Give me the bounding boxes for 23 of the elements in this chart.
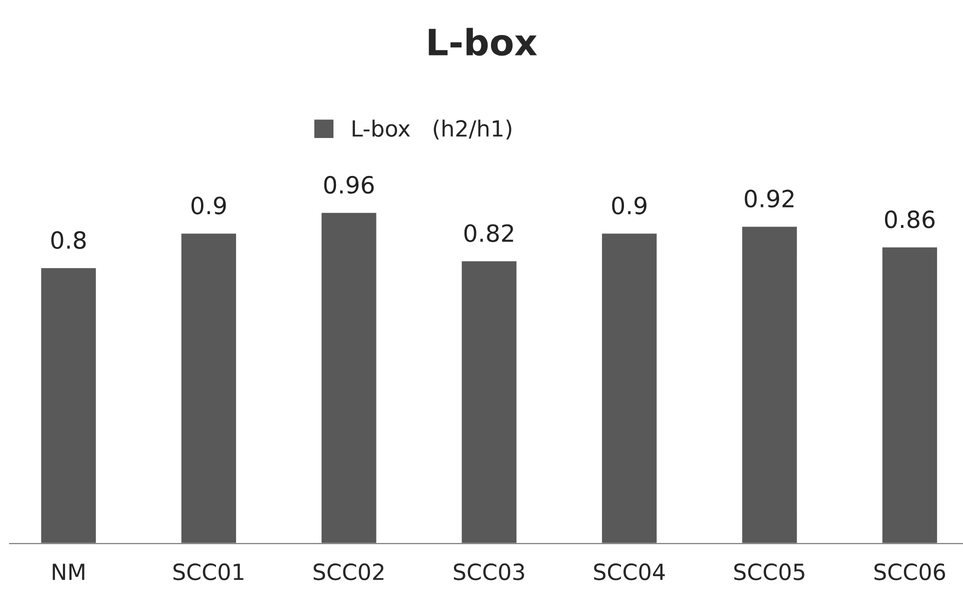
bar: [740, 225, 798, 544]
x-tick-label: SCC06: [874, 563, 946, 580]
data-label: 0.8: [51, 231, 86, 249]
bar: [600, 232, 658, 544]
data-label: 0.9: [612, 196, 646, 214]
data-label: 0.86: [884, 210, 935, 228]
x-tick-label: SCC02: [314, 563, 384, 580]
x-tick-label: SCC03: [454, 563, 524, 580]
legend-label: L-box (h2/h1): [352, 120, 512, 140]
bar: [40, 266, 98, 544]
x-tick-label: NM: [52, 564, 84, 580]
bar: [320, 212, 378, 544]
bar: [460, 260, 518, 544]
x-tick-label: SCC04: [594, 563, 665, 580]
data-label: 0.92: [744, 190, 794, 208]
bar: [880, 246, 938, 544]
bar: [180, 232, 238, 544]
x-tick-label: SCC05: [734, 563, 804, 580]
chart-title: L-box: [428, 28, 537, 56]
data-label: 0.9: [192, 196, 226, 214]
data-label: 0.82: [464, 224, 514, 242]
x-tick-label: SCC01: [173, 563, 244, 580]
data-label: 0.96: [324, 176, 374, 194]
